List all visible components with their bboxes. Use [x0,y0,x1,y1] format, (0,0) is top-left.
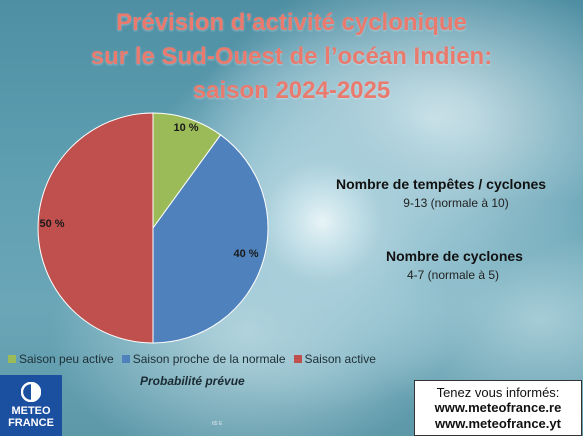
probability-caption: Probabilité prévue [140,374,245,388]
legend-swatch [8,355,16,363]
info-box: Tenez vous informés: www.meteofrance.re … [414,380,582,436]
meteo-france-logo: METEO FRANCE [0,375,62,436]
logo-text-line-2: FRANCE [8,417,54,429]
chart-legend: Saison peu active Saison proche de la no… [8,352,376,366]
meteo-france-logo-icon [21,382,41,402]
legend-label: Saison proche de la normale [132,352,286,366]
map-longitude-label: 65 E [212,421,223,427]
slide-title: Prévision d’activité cyclonique sur le S… [0,6,583,108]
cyclones-count-value: 4-7 (normale à 5) [406,268,500,282]
legend-label: Saison peu active [19,352,114,366]
legend-item-peu-active: Saison peu active [8,352,114,366]
slice-value-label: 40 % [233,248,258,260]
slice-value-label: 10 % [173,122,198,134]
legend-swatch [121,355,130,363]
slice-peu-active [152,112,222,230]
legend-swatch [293,355,302,363]
legend-label: Saison active [304,352,376,366]
title-line-2: sur le Sud-Ouest de l’océan Indien: [90,43,493,70]
slice-proche-normale [152,134,269,344]
title-line-1: Prévision d’activité cyclonique [116,9,467,36]
info-heading: Tenez vous informés: [436,385,560,400]
title-line-3: saison 2024-2025 [192,77,391,104]
info-link-reunion[interactable]: www.meteofrance.re [434,400,562,415]
info-link-mayotte[interactable]: www.meteofrance.yt [435,416,561,431]
slice-value-label: 50 % [39,218,64,230]
logo-text-line-1: METEO [11,405,51,417]
storms-count-value: 9-13 (normale à 10) [403,196,509,210]
storms-count-label: Nombre de tempêtes / cyclones [336,176,547,192]
cyclones-count-label: Nombre de cyclones [386,248,523,264]
legend-item-active: Saison active [293,352,376,366]
legend-item-normale: Saison proche de la normale [121,352,286,366]
slice-active [37,112,154,344]
